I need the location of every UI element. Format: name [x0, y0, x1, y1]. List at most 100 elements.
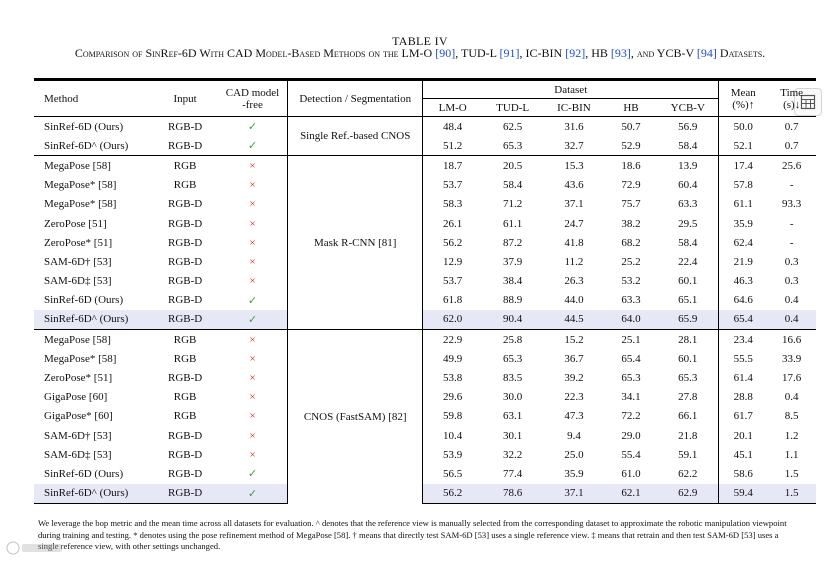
score-cell: 18.7: [422, 155, 483, 176]
method-cell: SAM-6D† [53]: [44, 255, 112, 268]
score-cell: 9.4: [567, 429, 581, 442]
score-cell: 35.9: [564, 467, 584, 480]
results-table: Method Input CAD model -free Detection / …: [34, 78, 816, 504]
score-cell: 59.8: [443, 410, 463, 423]
score-cell: 56.2: [422, 483, 483, 504]
table-row: MegaPose* [58] RGB × 49.9 65.3 36.7 65.4 60.1 55…: [34, 349, 816, 369]
method-cell: SinRef-6D (Ours): [34, 116, 153, 137]
method-cell: MegaPose [58]: [34, 155, 153, 176]
header-mean: Mean (%)↑: [718, 78, 768, 117]
cad-free-cell: ×: [218, 426, 288, 445]
table-caption: Comparison of SinRef-6D With CAD Model-B…: [0, 46, 840, 61]
method-cell: SinRef-6D (Ours): [44, 294, 124, 307]
cross-mark-icon: ×: [249, 179, 256, 192]
mean-cell: 21.9: [718, 252, 768, 272]
cross-mark-icon: ×: [249, 159, 256, 172]
score-cell: 63.3: [678, 198, 698, 211]
input-cell: RGB-D: [167, 198, 203, 211]
table-row: MegaPose* [58] RGB × 53.7 58.4 43.6 72.9 60.4 57…: [34, 175, 816, 195]
score-cell: 56.5: [443, 467, 463, 480]
score-cell: 61.1: [503, 217, 523, 230]
time-cell: 93.3: [782, 198, 802, 211]
score-cell: 51.2: [443, 139, 463, 152]
table-body: SinRef-6D (Ours) RGB-D ✓ Single Ref.-based …: [34, 115, 816, 504]
mean-cell: 17.4: [718, 155, 768, 176]
method-cell: MegaPose* [58]: [44, 352, 117, 365]
ref-link-hb[interactable]: [93]: [610, 46, 631, 60]
score-cell: 11.2: [564, 255, 584, 268]
input-cell: RGB-D: [167, 236, 203, 249]
mean-cell: 23.4: [718, 329, 768, 350]
score-cell: 53.2: [621, 275, 641, 288]
time-cell: 0.4: [784, 391, 799, 404]
table-row: MegaPose* [58] RGB-D × 58.3 71.2 37.1 75.7 63.3…: [34, 194, 816, 214]
cad-free-cell: ×: [218, 349, 288, 368]
time-cell: 0.3: [784, 275, 799, 288]
header-dataset: Dataset: [422, 78, 719, 99]
score-cell: 29.0: [621, 429, 641, 442]
mean-cell: 35.9: [718, 213, 768, 234]
header-detection: Detection / Segmentation: [287, 78, 424, 117]
mean-cell: 20.1: [718, 426, 768, 446]
input-cell: RGB-D: [167, 448, 203, 461]
score-cell: 32.7: [564, 139, 584, 152]
score-cell: 44.0: [564, 294, 584, 307]
mean-cell: 55.5: [718, 349, 768, 369]
ref-link-lmo[interactable]: [90]: [435, 46, 456, 60]
score-cell: 37.9: [503, 255, 523, 268]
input-cell: RGB-D: [152, 483, 218, 504]
input-cell: RGB-D: [167, 275, 203, 288]
score-cell: 58.4: [678, 139, 698, 152]
score-cell: 34.1: [621, 391, 641, 404]
header-time: Time (s)↓: [767, 78, 816, 117]
time-cell: 16.6: [767, 329, 816, 350]
score-cell: 38.2: [621, 217, 641, 230]
score-cell: 53.9: [443, 448, 463, 461]
cross-mark-icon: ×: [249, 429, 256, 442]
detection-cell: Mask R-CNN [81]: [287, 155, 424, 330]
input-cell: RGB-D: [152, 116, 218, 137]
cad-free-cell: ×: [218, 214, 288, 233]
method-cell: GigaPose [60]: [44, 391, 108, 404]
time-cell: 1.5: [767, 483, 816, 504]
watermark: [6, 540, 66, 559]
table-row: SinRef-6D^ (Ours) RGB-D ✓ 62.0 90.4 44.5 64.0 6…: [34, 309, 816, 330]
mean-cell: 61.4: [718, 368, 768, 388]
cad-free-cell: ×: [218, 176, 288, 195]
time-cell: 0.7: [784, 139, 799, 152]
table-row: ZeroPose* [51] RGB-D × 53.8 83.5 39.2 65.3 65.3…: [34, 368, 816, 388]
mean-cell: 52.1: [718, 136, 768, 156]
ref-link-ycbv[interactable]: [94]: [696, 46, 717, 60]
score-cell: 56.2: [443, 236, 463, 249]
method-cell: SAM-6D‡ [53]: [44, 275, 112, 288]
header-input: Input: [152, 78, 218, 117]
input-cell: RGB-D: [167, 294, 203, 307]
time-cell: 1.5: [784, 467, 799, 480]
header-dataset-hb: HB: [604, 98, 658, 117]
score-cell: 13.9: [657, 155, 719, 176]
time-cell: 1.2: [784, 429, 799, 442]
table-row: SAM-6D† [53] RGB-D × 12.9 37.9 11.2 25.2 22.4 21…: [34, 252, 816, 272]
score-cell: 65.3: [503, 352, 523, 365]
score-cell: 65.3: [678, 372, 698, 385]
header-dataset-lmo: LM-O: [422, 98, 483, 117]
caption-sep: , HB: [585, 46, 611, 60]
ref-link-tudl[interactable]: [91]: [499, 46, 520, 60]
cad-free-cell: ×: [218, 195, 288, 214]
header-cad-free: CAD model -free: [217, 78, 288, 117]
time-cell: 33.9: [782, 352, 802, 365]
score-cell: 31.6: [543, 116, 605, 137]
method-cell: SAM-6D‡ [53]: [44, 448, 112, 461]
score-cell: 41.8: [564, 236, 584, 249]
method-cell: GigaPose* [60]: [44, 410, 113, 423]
ref-link-icbin[interactable]: [92]: [565, 46, 586, 60]
table-number: TABLE IV: [392, 34, 448, 48]
cross-mark-icon: ×: [249, 255, 256, 268]
score-cell: 37.1: [543, 483, 605, 504]
score-cell: 37.1: [564, 198, 584, 211]
cad-free-cell: ×: [218, 272, 288, 291]
mean-cell: 59.4: [718, 483, 768, 504]
cad-free-cell: ✓: [218, 291, 288, 310]
score-cell: 77.4: [503, 467, 523, 480]
cross-mark-icon: ×: [249, 448, 256, 461]
